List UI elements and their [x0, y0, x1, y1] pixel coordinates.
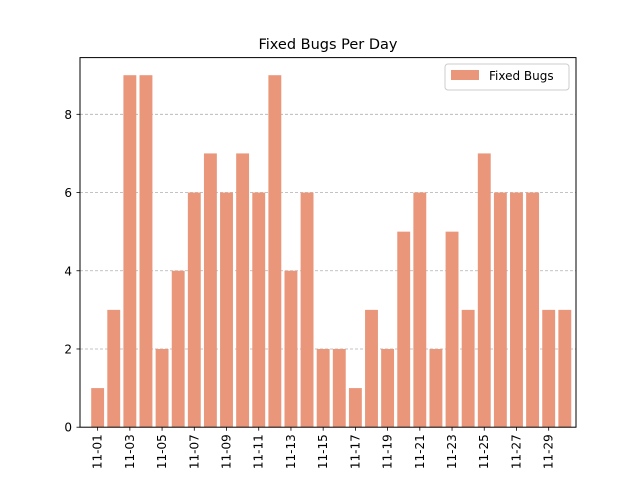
x-tick-label: 11-29 — [542, 434, 556, 469]
chart-title: Fixed Bugs Per Day — [258, 37, 397, 53]
bar — [397, 231, 411, 428]
bar — [123, 75, 137, 428]
x-tick-label: 11-11 — [252, 434, 266, 469]
legend-swatch — [451, 70, 479, 80]
bar — [542, 309, 556, 428]
x-tick-label: 11-23 — [445, 434, 459, 469]
x-tick-label: 11-25 — [477, 434, 491, 469]
y-tick-label: 6 — [64, 186, 72, 200]
bar — [510, 192, 523, 428]
y-tick-label: 4 — [64, 264, 72, 278]
bar — [268, 75, 282, 428]
bar — [429, 348, 443, 428]
bars — [91, 75, 572, 428]
bar — [316, 348, 330, 428]
plot-frame — [79, 57, 577, 428]
bar — [107, 309, 121, 428]
bar — [526, 192, 540, 428]
bar — [493, 192, 507, 428]
x-tick-label: 11-17 — [348, 434, 362, 469]
bar — [220, 192, 233, 428]
legend-label: Fixed Bugs — [489, 69, 554, 83]
y-tick-label: 2 — [64, 342, 72, 356]
bar — [252, 192, 266, 428]
y-tick-label: 8 — [64, 108, 72, 122]
x-axis: 11-01 11-03 11-05 11-07 11-09 11-11 11-13 11-15… — [91, 427, 556, 469]
x-tick-label: 11-13 — [284, 434, 298, 469]
bar — [187, 192, 201, 428]
bar — [365, 309, 378, 428]
bar — [461, 309, 475, 428]
bar — [445, 231, 459, 428]
x-tick-label: 11-01 — [91, 434, 105, 469]
bar — [155, 348, 169, 428]
x-tick-label: 11-27 — [509, 434, 523, 469]
bar — [91, 388, 105, 428]
bar — [203, 153, 217, 428]
x-tick-label: 11-21 — [413, 434, 427, 469]
bar — [348, 388, 362, 428]
bar — [477, 153, 491, 428]
legend: Fixed Bugs — [444, 63, 570, 91]
x-tick-label: 11-07 — [187, 434, 201, 469]
x-tick-label: 11-09 — [220, 434, 234, 469]
bar — [236, 153, 250, 428]
bar — [284, 270, 298, 428]
bar — [300, 192, 314, 428]
bar — [139, 75, 153, 428]
x-tick-label: 11-15 — [316, 434, 330, 469]
x-tick-label: 11-19 — [381, 434, 395, 469]
bar — [381, 348, 395, 428]
x-tick-label: 11-05 — [155, 434, 169, 469]
y-axis: 0 2 4 6 8 — [64, 108, 80, 435]
bar — [332, 348, 346, 428]
bar — [413, 192, 427, 428]
y-tick-label: 0 — [64, 421, 72, 435]
bar — [558, 309, 572, 428]
x-tick-label: 11-03 — [123, 434, 137, 469]
bar — [171, 270, 185, 428]
